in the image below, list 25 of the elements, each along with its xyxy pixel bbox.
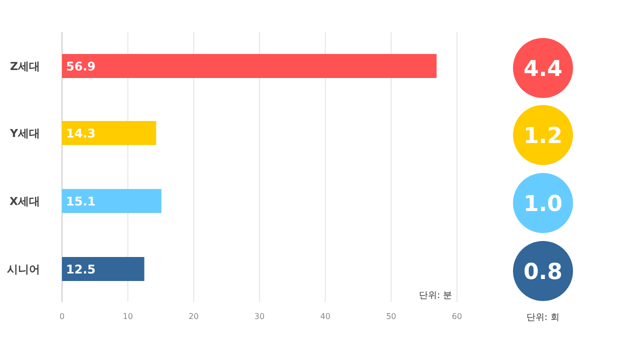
data-label: 15.1: [66, 194, 96, 208]
data-label: 1.2: [524, 124, 562, 149]
data-label: 56.9: [66, 60, 96, 74]
x-tick-label: 60: [452, 312, 462, 321]
bar: [62, 54, 437, 78]
x-tick-label: 50: [386, 312, 396, 321]
bar: [62, 121, 156, 145]
bar: [62, 257, 144, 281]
x-tick-label: 0: [59, 312, 65, 321]
x-tick-label: 40: [320, 312, 330, 321]
x-tick-label: 30: [254, 312, 265, 321]
data-label: 14.3: [66, 126, 96, 140]
x-tick-label: 10: [122, 312, 133, 321]
data-label: 1.0: [524, 192, 562, 217]
data-label: 0.8: [524, 260, 562, 285]
y-tick-label: X세대: [10, 195, 40, 208]
y-tick-label: Y세대: [9, 127, 40, 140]
text: 단위: 회: [526, 313, 560, 323]
bar: [62, 189, 162, 213]
y-tick-label: 시니어: [7, 263, 40, 276]
data-label: 12.5: [66, 262, 96, 276]
data-label: 4.4: [524, 57, 562, 82]
annotation: 단위: 분: [419, 291, 452, 301]
y-tick-label: Z세대: [10, 60, 40, 73]
x-tick-label: 20: [188, 312, 199, 321]
